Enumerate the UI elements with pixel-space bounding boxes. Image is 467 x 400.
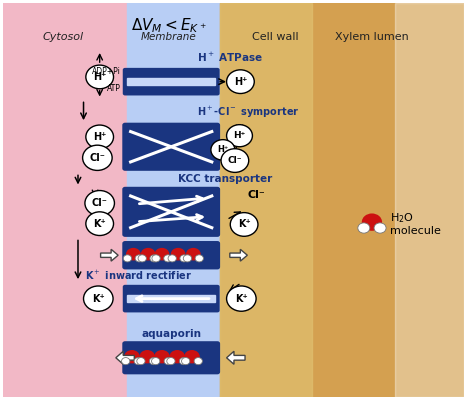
Circle shape	[211, 140, 235, 160]
Circle shape	[226, 286, 256, 311]
Text: K⁺: K⁺	[92, 294, 105, 304]
Text: Cl⁻: Cl⁻	[227, 156, 242, 165]
Circle shape	[86, 125, 113, 149]
Text: ADP+Pi: ADP+Pi	[92, 67, 120, 76]
Circle shape	[221, 149, 249, 172]
Circle shape	[135, 255, 143, 262]
Circle shape	[134, 358, 142, 365]
Text: Cl⁻: Cl⁻	[92, 198, 107, 208]
Circle shape	[184, 350, 200, 364]
Circle shape	[183, 255, 191, 262]
Text: KCC transporter: KCC transporter	[178, 174, 272, 184]
Circle shape	[195, 255, 204, 262]
Text: H⁺: H⁺	[234, 131, 246, 140]
Text: Cl⁻: Cl⁻	[90, 153, 106, 163]
FancyBboxPatch shape	[122, 341, 220, 374]
Bar	[127, 295, 215, 302]
Circle shape	[168, 255, 177, 262]
Circle shape	[124, 350, 140, 364]
Text: H$^+$ ATPase: H$^+$ ATPase	[197, 51, 262, 64]
Circle shape	[83, 145, 112, 170]
Circle shape	[149, 358, 158, 365]
Text: Xylem lumen: Xylem lumen	[335, 32, 409, 42]
Bar	[127, 3, 219, 397]
Circle shape	[126, 248, 141, 260]
Circle shape	[138, 255, 146, 262]
Text: H$^+$-Cl$^-$ symporter: H$^+$-Cl$^-$ symporter	[197, 105, 299, 120]
Text: H⁺: H⁺	[93, 72, 106, 82]
Circle shape	[186, 248, 201, 260]
Bar	[3, 3, 127, 397]
Circle shape	[180, 255, 188, 262]
Circle shape	[141, 248, 156, 260]
Text: K⁺: K⁺	[93, 219, 106, 229]
Circle shape	[171, 248, 185, 260]
Text: Cl⁻: Cl⁻	[248, 190, 265, 200]
Circle shape	[85, 190, 114, 216]
Circle shape	[230, 213, 258, 236]
Circle shape	[374, 223, 386, 233]
FancyBboxPatch shape	[123, 68, 219, 96]
Text: Cytosol: Cytosol	[42, 32, 83, 42]
Circle shape	[226, 125, 253, 147]
FancyBboxPatch shape	[123, 285, 219, 312]
Circle shape	[358, 223, 370, 233]
Text: ATP: ATP	[106, 84, 120, 93]
Circle shape	[139, 350, 155, 364]
Text: H⁺: H⁺	[217, 146, 228, 154]
Circle shape	[154, 350, 170, 364]
Circle shape	[164, 358, 172, 365]
Circle shape	[123, 255, 132, 262]
Circle shape	[86, 65, 113, 89]
Circle shape	[137, 358, 145, 365]
Circle shape	[167, 358, 175, 365]
Text: H$_2$O
molecule: H$_2$O molecule	[390, 211, 441, 236]
Circle shape	[362, 214, 382, 231]
Polygon shape	[116, 351, 134, 364]
Text: H⁺: H⁺	[93, 132, 106, 142]
Polygon shape	[230, 249, 248, 261]
Circle shape	[155, 248, 170, 260]
Text: Membrane: Membrane	[141, 32, 197, 42]
Circle shape	[84, 286, 113, 311]
FancyBboxPatch shape	[122, 123, 220, 171]
Text: aquaporin: aquaporin	[141, 329, 201, 339]
Bar	[219, 3, 464, 397]
Bar	[219, 3, 312, 397]
Circle shape	[86, 212, 113, 236]
Text: K⁺: K⁺	[238, 220, 250, 230]
Polygon shape	[100, 249, 118, 261]
Circle shape	[152, 358, 160, 365]
Text: Cell wall: Cell wall	[252, 32, 298, 42]
Text: K⁺: K⁺	[235, 294, 248, 304]
Circle shape	[121, 358, 130, 365]
Circle shape	[150, 255, 158, 262]
Circle shape	[226, 70, 254, 94]
Text: $\Delta V_M < E_{K^+}$: $\Delta V_M < E_{K^+}$	[131, 16, 207, 35]
Polygon shape	[226, 351, 245, 364]
Bar	[127, 78, 215, 85]
Circle shape	[152, 255, 160, 262]
Circle shape	[164, 255, 172, 262]
Circle shape	[182, 358, 190, 365]
Text: K$^+$ inward rectifier: K$^+$ inward rectifier	[85, 269, 192, 282]
Circle shape	[194, 358, 202, 365]
Circle shape	[179, 358, 188, 365]
FancyBboxPatch shape	[122, 241, 220, 270]
FancyBboxPatch shape	[122, 187, 220, 237]
Bar	[395, 3, 464, 397]
Circle shape	[170, 350, 185, 364]
Text: H⁺: H⁺	[234, 77, 247, 87]
